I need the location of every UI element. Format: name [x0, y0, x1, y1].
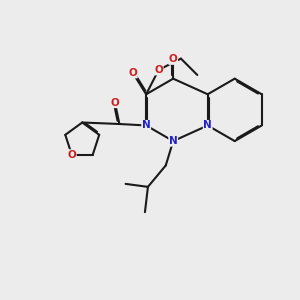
Text: O: O: [154, 65, 163, 75]
Text: N: N: [203, 121, 212, 130]
Text: O: O: [128, 68, 137, 78]
Text: O: O: [169, 54, 178, 64]
Text: O: O: [111, 98, 119, 108]
Text: N: N: [142, 121, 151, 130]
Text: O: O: [68, 150, 76, 160]
Text: N: N: [169, 136, 178, 146]
